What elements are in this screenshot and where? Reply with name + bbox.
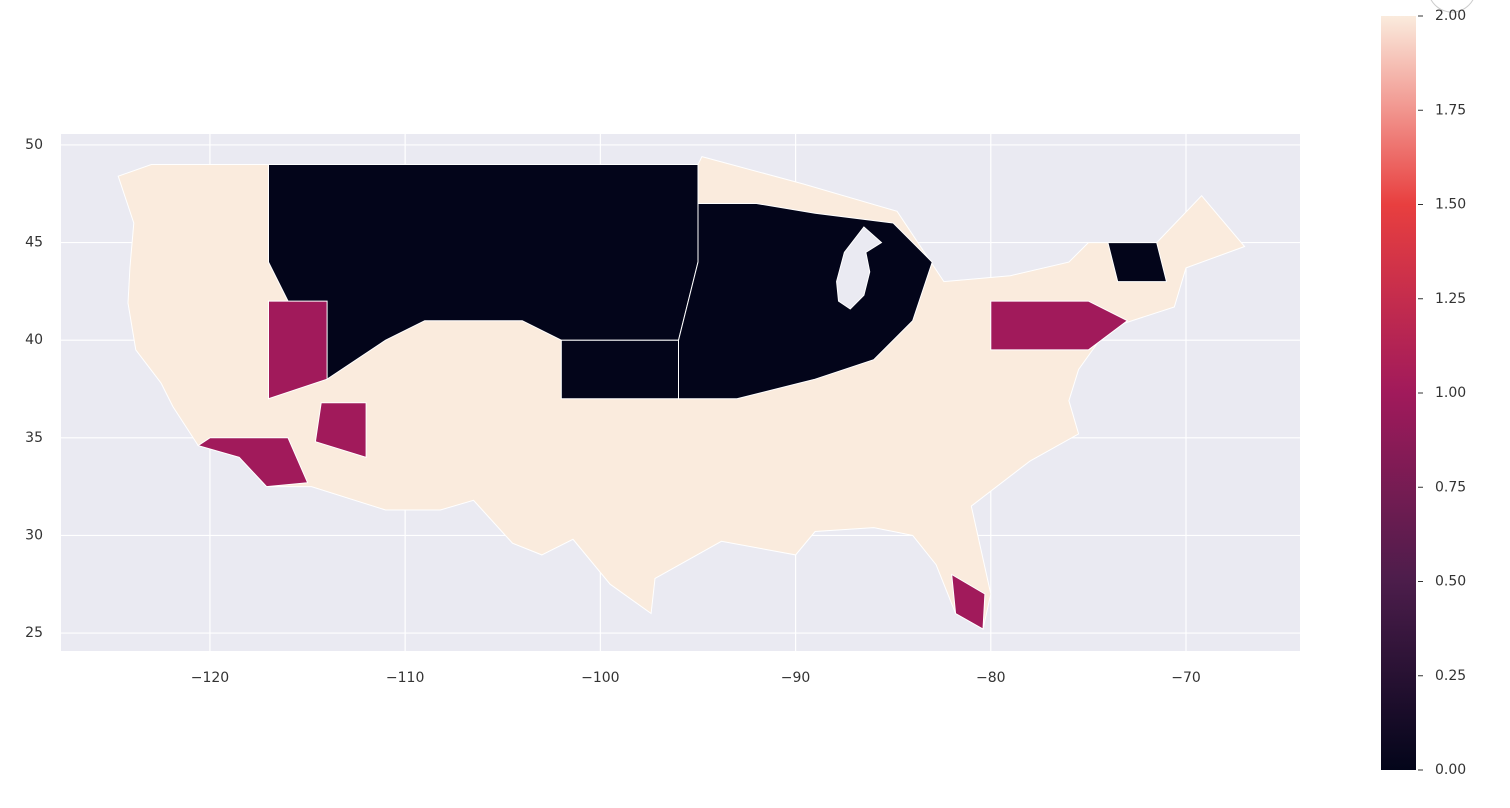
y-tick-label: 30 [25,527,43,543]
county-region [951,573,986,630]
county-region [560,339,679,400]
x-tick-label: −90 [781,670,811,686]
x-tick-label: −70 [1171,670,1201,686]
x-tick-label: −80 [976,670,1006,686]
y-tick-label: 25 [25,625,43,641]
y-tick-label: 45 [25,235,43,251]
county-region [990,300,1129,351]
county-region [1107,242,1168,283]
y-tick-label: 50 [25,137,43,153]
colorbar-tick-label: 1.00 [1435,385,1466,401]
colorbar-tick-label: 2.00 [1435,8,1466,24]
colorbar-tick-label: 0.25 [1435,668,1466,684]
colorbar-tick-label: 0.00 [1435,762,1466,778]
county-region [314,402,367,458]
colorbar-tick-label: 1.25 [1435,291,1466,307]
colorbar [1381,16,1416,770]
x-tick-label: −110 [386,670,424,686]
colorbar-tick-label: 1.50 [1435,197,1466,213]
county-region [197,437,309,488]
x-tick-label: −120 [191,670,229,686]
y-tick-label: 35 [25,430,43,446]
x-tick-label: −100 [581,670,619,686]
colorbar-tick-label: 0.50 [1435,574,1466,590]
county-region [268,300,328,400]
y-tick-label: 40 [25,332,43,348]
toolbar-button[interactable] [1428,0,1476,13]
colorbar-tick-label: 0.75 [1435,479,1466,495]
lake [836,226,883,310]
colorbar-tick-label: 1.75 [1435,102,1466,118]
